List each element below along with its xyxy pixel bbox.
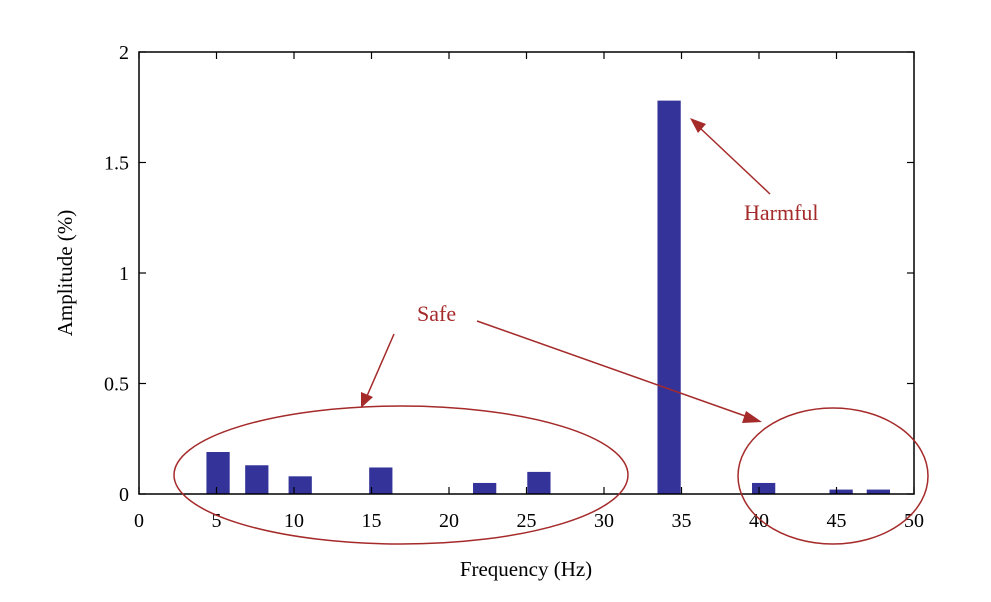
x-axis-label: Frequency (Hz) xyxy=(460,557,592,581)
bar-8 xyxy=(829,489,853,494)
bar-9 xyxy=(866,489,890,494)
bar-4 xyxy=(473,482,497,494)
x-tick-label: 45 xyxy=(827,510,847,532)
y-tick-label: 1 xyxy=(119,263,129,285)
y-tick-label: 2 xyxy=(119,42,129,64)
harmful-arrow-line xyxy=(699,127,771,195)
tick-labels-group: 0 5 10 15 20 25 30 35 40 45 50 0 0.5 1 1.5 2 xyxy=(104,42,924,532)
safe-region-ellipse-right xyxy=(737,407,929,545)
bar-5 xyxy=(527,471,551,494)
bars-group xyxy=(206,100,890,495)
x-tick-label: 20 xyxy=(439,510,459,532)
bar-1 xyxy=(245,465,269,494)
y-tick-label: 0 xyxy=(119,484,129,506)
bar-0 xyxy=(206,452,230,494)
ticks-group xyxy=(138,51,915,495)
annotation-safe: Safe xyxy=(417,301,456,326)
x-tick-label: 30 xyxy=(594,510,614,532)
plot-frame xyxy=(138,51,915,495)
y-tick-label: 1.5 xyxy=(104,153,129,175)
x-tick-label: 35 xyxy=(672,510,692,532)
y-axis-label: Amplitude (%) xyxy=(53,210,77,337)
x-tick-label: 40 xyxy=(749,510,769,532)
x-tick-label: 50 xyxy=(904,510,924,532)
x-tick-label: 25 xyxy=(517,510,537,532)
x-tick-label: 10 xyxy=(284,510,304,532)
safe-arrow-right-head xyxy=(742,411,762,423)
y-tick-label: 0.5 xyxy=(104,374,129,396)
safe-arrow-right-line xyxy=(476,320,749,418)
harmful-arrow-head xyxy=(690,118,706,133)
bar-2 xyxy=(288,476,312,494)
bar-6 xyxy=(657,100,681,495)
annotation-harmful: Harmful xyxy=(744,200,819,225)
safe-arrow-left-head xyxy=(361,392,373,408)
x-tick-label: 5 xyxy=(212,510,222,532)
x-tick-label: 15 xyxy=(362,510,382,532)
bar-7 xyxy=(752,482,776,494)
safe-arrow-left-line xyxy=(366,333,395,397)
x-tick-label: 0 xyxy=(134,510,144,532)
safe-region-ellipse-left xyxy=(173,405,629,545)
bar-3 xyxy=(369,467,393,494)
